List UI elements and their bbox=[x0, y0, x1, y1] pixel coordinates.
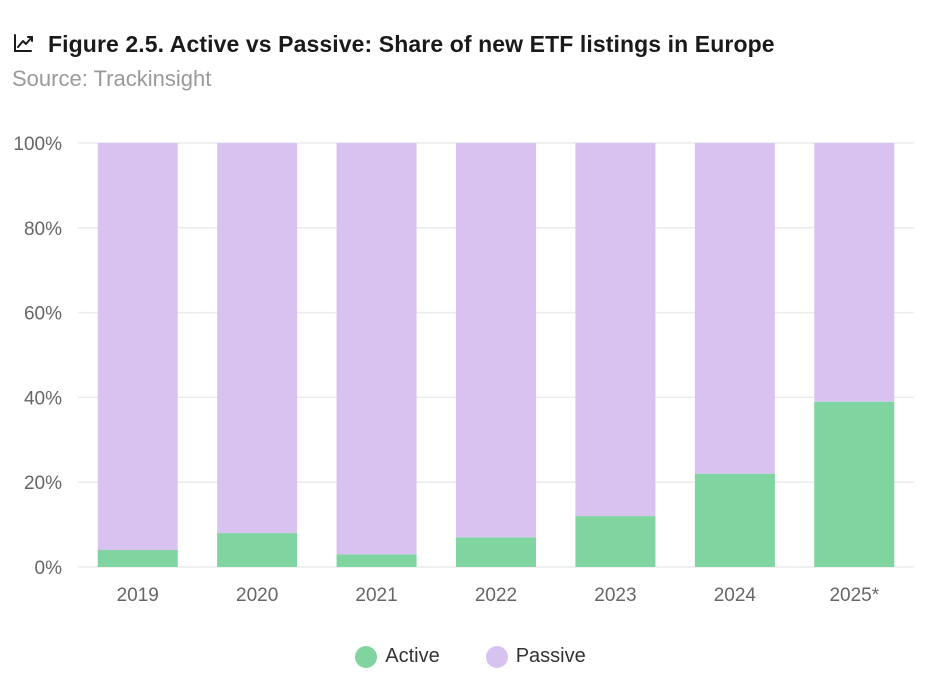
y-tick-label: 60% bbox=[24, 304, 62, 325]
legend-label-active: Active bbox=[385, 645, 440, 667]
chart-line-icon bbox=[12, 32, 36, 56]
x-tick-label: 2025* bbox=[829, 585, 879, 606]
bar-passive[interactable] bbox=[694, 143, 775, 474]
bar-active[interactable] bbox=[575, 516, 656, 567]
legend-swatch-passive bbox=[485, 645, 508, 668]
legend-item-active[interactable]: Active bbox=[355, 645, 440, 668]
x-tick-label: 2020 bbox=[236, 585, 278, 606]
bar-active[interactable] bbox=[97, 550, 178, 567]
bar-passive[interactable] bbox=[336, 143, 417, 555]
bar-active[interactable] bbox=[455, 537, 537, 567]
y-tick-label: 20% bbox=[24, 473, 62, 494]
legend-item-passive[interactable]: Passive bbox=[485, 645, 586, 668]
x-tick-label: 2021 bbox=[355, 585, 397, 606]
legend-label-passive: Passive bbox=[515, 645, 586, 667]
y-tick-label: 0% bbox=[35, 558, 63, 579]
title-row: Figure 2.5. Active vs Passive: Share of … bbox=[12, 28, 922, 60]
y-tick-label: 40% bbox=[24, 388, 62, 409]
chart-legend: Active Passive bbox=[0, 645, 941, 668]
bar-active[interactable] bbox=[336, 554, 417, 567]
bar-active[interactable] bbox=[217, 533, 298, 567]
x-tick-label: 2019 bbox=[117, 585, 159, 606]
bar-passive[interactable] bbox=[575, 143, 656, 517]
chart-title: Figure 2.5. Active vs Passive: Share of … bbox=[48, 30, 775, 57]
chart-subtitle: Source: Trackinsight bbox=[12, 66, 212, 91]
bar-passive[interactable] bbox=[814, 143, 895, 402]
y-tick-label: 100% bbox=[13, 134, 62, 155]
bar-passive[interactable] bbox=[97, 143, 178, 551]
bar-passive[interactable] bbox=[455, 143, 537, 538]
x-tick-label: 2024 bbox=[714, 585, 757, 606]
bar-active[interactable] bbox=[694, 473, 775, 567]
chart-header: Figure 2.5. Active vs Passive: Share of … bbox=[12, 28, 922, 92]
bar-layer bbox=[97, 143, 895, 567]
bar-passive[interactable] bbox=[217, 143, 298, 534]
bar-active[interactable] bbox=[814, 401, 895, 567]
legend-swatch-active bbox=[355, 645, 378, 668]
y-tick-label: 80% bbox=[24, 219, 62, 240]
label-layer: 0% 20% 40% 60% 80% 100% 2019 2020 2021 2022 2023 20… bbox=[13, 134, 879, 606]
x-tick-label: 2023 bbox=[594, 585, 636, 606]
x-tick-label: 2022 bbox=[475, 585, 517, 606]
